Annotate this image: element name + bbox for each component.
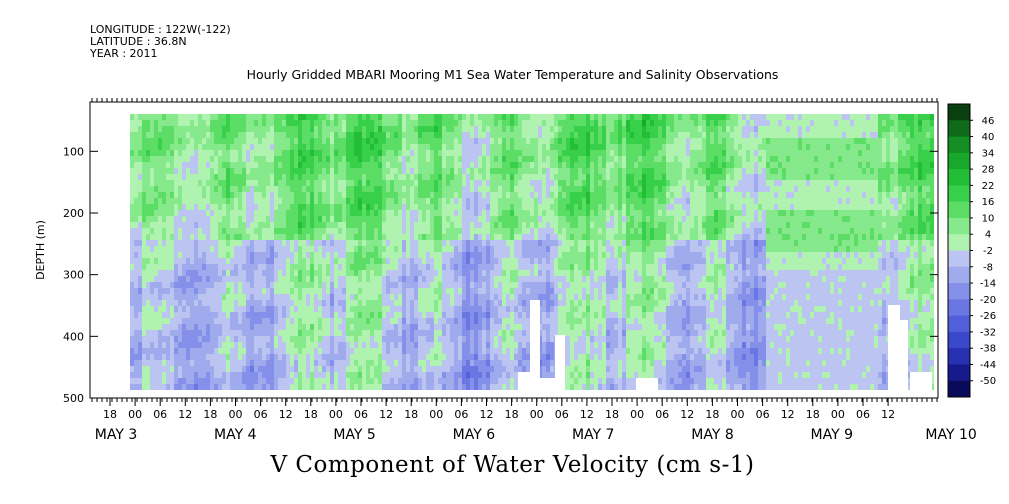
colorbar-label: 34	[982, 148, 995, 159]
colorbar-segment	[948, 283, 970, 300]
x-tick-label: 18	[605, 408, 619, 421]
colorbar-label: 40	[982, 132, 995, 143]
x-tick-label: 18	[806, 408, 820, 421]
x-tick-label: 00	[128, 408, 142, 421]
colorbar-segment	[948, 331, 970, 349]
y-tick-label: 200	[63, 207, 84, 220]
x-day-label: MAY 9	[811, 427, 853, 443]
colorbar-label: -20	[980, 295, 996, 306]
colorbar-label: -2	[983, 246, 993, 257]
colorbar-segment	[948, 299, 970, 317]
colorbar-segment	[948, 152, 970, 170]
axes: 100 200 300 400 500 18 00 06 12 18 00 06 12 18 00 06 12 1…	[63, 98, 977, 443]
y-tick-label: 400	[63, 330, 84, 343]
latitude-label: LATITUDE : 36.8N	[90, 35, 187, 48]
colorbar-segment	[948, 266, 970, 284]
x-tick-label: 12	[680, 408, 694, 421]
y-tick-label: 100	[63, 145, 84, 158]
data-gaps	[518, 300, 932, 390]
colorbar-label: -26	[980, 311, 996, 322]
colorbar-segment	[948, 120, 970, 138]
x-tick-label: 06	[856, 408, 870, 421]
colorbar-label: -50	[980, 376, 996, 387]
x-day-label: MAY 6	[453, 427, 496, 443]
colorbar-label: -32	[980, 327, 996, 338]
y-tick-label: 300	[63, 269, 84, 282]
x-tick-label: 12	[781, 408, 795, 421]
x-tick-label: 06	[354, 408, 368, 421]
x-tick-label: 06	[454, 408, 468, 421]
x-tick-label: 00	[831, 408, 845, 421]
heatmap-field	[130, 114, 934, 390]
x-day-label: MAY 5	[333, 427, 375, 443]
plot-frame	[89, 101, 939, 399]
colorbar-segment	[948, 201, 970, 219]
y-tick-label: 500	[63, 392, 84, 405]
chart-title: Hourly Gridded MBARI Mooring M1 Sea Wate…	[246, 67, 779, 82]
colorbar-label: 22	[982, 181, 995, 192]
x-tick-label: 00	[630, 408, 644, 421]
colorbar-segment	[948, 234, 970, 251]
x-tick-label: 12	[379, 408, 393, 421]
x-tick-label: 18	[505, 408, 519, 421]
x-axis-title: V Component of Water Velocity (cm s-1)	[270, 452, 755, 478]
longitude-label: LONGITUDE : 122W(-122)	[90, 23, 231, 36]
x-tick-label: 12	[178, 408, 192, 421]
colorbar-segment	[948, 315, 970, 333]
x-day-label: MAY 7	[572, 427, 614, 443]
colorbar-label: -44	[980, 360, 996, 371]
colorbar-label: 16	[982, 197, 995, 208]
colorbar-label: -8	[983, 262, 993, 273]
x-tick-label: 18	[404, 408, 418, 421]
x-day-label: MAY 4	[214, 427, 257, 443]
x-tick-label: 12	[279, 408, 293, 421]
x-day-label: MAY 3	[95, 427, 137, 443]
colorbar-segment	[948, 364, 970, 382]
colorbar-segment	[948, 104, 970, 121]
x-tick-label: 12	[881, 408, 895, 421]
x-tick-label: 06	[655, 408, 669, 421]
colorbar-segment	[948, 348, 970, 365]
year-label: YEAR : 2011	[90, 47, 158, 60]
x-tick-label: 18	[203, 408, 217, 421]
x-tick-label: 00	[229, 408, 243, 421]
colorbar-segment	[948, 185, 970, 203]
colorbar-label: -14	[980, 279, 996, 290]
x-tick-label: 06	[254, 408, 268, 421]
x-tick-label: 06	[555, 408, 569, 421]
x-tick-label: 18	[304, 408, 318, 421]
x-tick-label: 00	[329, 408, 343, 421]
x-day-label: MAY 10	[925, 427, 976, 443]
x-tick-label: 06	[153, 408, 167, 421]
colorbar-segment	[948, 136, 970, 154]
colorbar-label: 46	[982, 116, 995, 127]
colorbar-label: 28	[982, 165, 995, 176]
colorbar-segment	[948, 380, 970, 398]
colorbar: 46 40 34 28 22 16 10 4 -2 -8 -14 -20 -26 -32 -38 -44 -50	[947, 103, 996, 398]
x-tick-label: 00	[731, 408, 745, 421]
colorbar-segment	[948, 217, 970, 235]
colorbar-segment	[948, 250, 970, 268]
x-tick-label: 18	[103, 408, 117, 421]
colorbar-segment	[948, 169, 970, 186]
x-tick-label: 12	[480, 408, 494, 421]
x-tick-label: 06	[756, 408, 770, 421]
x-day-label: MAY 8	[691, 427, 733, 443]
location-metadata: LONGITUDE : 122W(-122) LATITUDE : 36.8N …	[90, 24, 231, 60]
y-axis-label: DEPTH (m)	[34, 220, 47, 280]
x-tick-label: 12	[580, 408, 594, 421]
colorbar-label: 10	[982, 213, 995, 224]
x-tick-label: 18	[705, 408, 719, 421]
colorbar-label: -38	[980, 344, 996, 355]
colorbar-label: 4	[985, 230, 991, 241]
x-tick-label: 00	[429, 408, 443, 421]
x-tick-label: 00	[530, 408, 544, 421]
